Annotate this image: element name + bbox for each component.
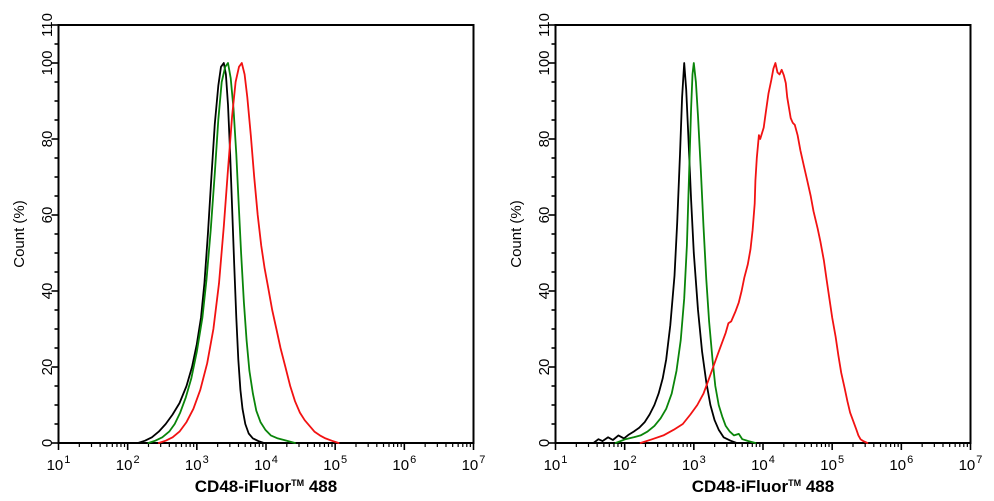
x-axis-title: CD48-iFluorTM 488 — [692, 477, 834, 496]
x-tick-label: 102 — [613, 454, 637, 474]
y-tick-label: 0 — [39, 439, 56, 447]
curve-black — [592, 62, 738, 444]
x-tick-label: 101 — [544, 454, 568, 474]
y-tick-label: 100 — [39, 50, 56, 75]
y-tick-label: 80 — [39, 131, 56, 148]
x-tick-label: 104 — [751, 454, 775, 474]
panel-left: 0 20 40 60 80 100 110 101 102 103 104 105 106 107 Coun… — [11, 13, 486, 496]
y-tick-label: 60 — [39, 207, 56, 224]
x-tick-label: 101 — [47, 454, 71, 474]
y-tick-label: 20 — [536, 359, 553, 376]
x-tick-label: 102 — [116, 454, 140, 474]
histogram-panel-left: 0 20 40 60 80 100 110 101 102 103 104 105 106 107 Coun… — [11, 13, 486, 496]
x-tick-label: 105 — [820, 454, 844, 474]
y-tick-label: 110 — [39, 13, 56, 37]
y-axis-title: Count (%) — [11, 200, 28, 268]
panel-right: 0 20 40 60 80 100 110 101 102 103 104 105 106 107 Coun… — [497, 0, 994, 501]
curve-green — [614, 62, 757, 444]
x-tick-label: 103 — [185, 454, 209, 474]
x-tick-label: 107 — [462, 454, 486, 474]
curve-black — [137, 62, 265, 444]
x-tick-label: 104 — [254, 454, 278, 474]
y-tick-label: 100 — [536, 50, 553, 75]
x-axis-title: CD48-iFluorTM 488 — [195, 477, 337, 496]
x-tick-label: 105 — [323, 454, 347, 474]
curve-red — [639, 62, 869, 444]
y-axis-title: Count (%) — [508, 200, 525, 268]
y-tick-label: 40 — [39, 283, 56, 300]
y-tick-label: 20 — [39, 359, 56, 376]
histogram-panel-right: 0 20 40 60 80 100 110 101 102 103 104 105 106 107 Coun… — [508, 13, 983, 496]
x-tick-label: 107 — [959, 454, 983, 474]
plot-box — [554, 24, 972, 444]
curve-red — [157, 62, 340, 444]
x-tick-label: 106 — [889, 454, 913, 474]
y-tick-label: 40 — [536, 283, 553, 300]
y-tick-label: 110 — [536, 13, 553, 37]
plot-box — [57, 24, 475, 444]
x-tick-label: 103 — [682, 454, 706, 474]
y-tick-label: 80 — [536, 131, 553, 148]
y-tick-label: 0 — [536, 439, 553, 447]
curve-green — [147, 62, 296, 444]
y-tick-label: 60 — [536, 207, 553, 224]
x-tick-label: 106 — [392, 454, 416, 474]
